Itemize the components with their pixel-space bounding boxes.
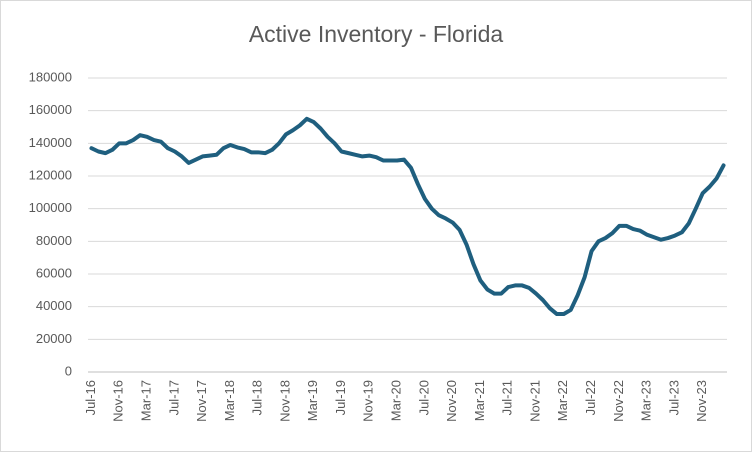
chart-title: Active Inventory - Florida: [249, 21, 504, 47]
x-tick-label: Mar-19: [305, 380, 320, 421]
x-tick-label: Jul-17: [166, 380, 181, 415]
x-tick-label: Mar-23: [639, 380, 654, 421]
y-tick-label: 140000: [29, 135, 72, 150]
x-tick-label: Mar-21: [472, 380, 487, 421]
x-tick-label: Nov-18: [277, 380, 292, 422]
x-tick-label: Nov-20: [444, 380, 459, 422]
x-tick-label: Nov-22: [611, 380, 626, 422]
y-tick-label: 60000: [36, 265, 72, 280]
x-tick-label: Jul-19: [333, 380, 348, 415]
y-tick-label: 180000: [29, 69, 72, 84]
x-tick-label: Nov-19: [361, 380, 376, 422]
x-tick-label: Mar-20: [389, 380, 404, 421]
y-tick-label: 160000: [29, 102, 72, 117]
x-tick-label: Nov-21: [527, 380, 542, 422]
y-tick-label: 120000: [29, 167, 72, 182]
y-tick-label: 0: [65, 363, 72, 378]
x-tick-label: Jul-20: [416, 380, 431, 415]
x-tick-label: Jul-18: [250, 380, 265, 415]
x-tick-label: Jul-22: [583, 380, 598, 415]
data-line: [89, 116, 726, 317]
y-tick-label: 20000: [36, 331, 72, 346]
x-tick-label: Jul-16: [83, 380, 98, 415]
x-tick-label: Jul-23: [666, 380, 681, 415]
x-tick-label: Mar-18: [222, 380, 237, 421]
y-tick-label: 40000: [36, 298, 72, 313]
x-tick-label: Mar-17: [138, 380, 153, 421]
x-tick-label: Mar-22: [555, 380, 570, 421]
x-tick-label: Jul-21: [500, 380, 515, 415]
x-tick-label: Nov-17: [194, 380, 209, 422]
y-tick-label: 100000: [29, 200, 72, 215]
x-tick-label: Nov-23: [694, 380, 709, 422]
x-tick-label: Nov-16: [111, 380, 126, 422]
y-tick-label: 80000: [36, 233, 72, 248]
